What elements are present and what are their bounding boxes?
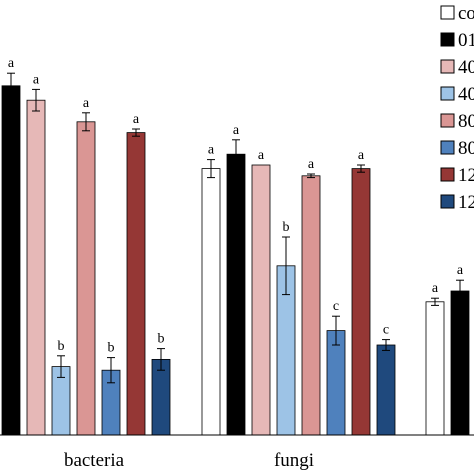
significance-label: a: [432, 281, 439, 296]
legend-swatch: [440, 59, 455, 74]
bar: [425, 301, 445, 436]
bar: [226, 153, 246, 436]
significance-label: a: [83, 96, 90, 111]
bar: [301, 175, 321, 436]
significance-label: a: [358, 148, 365, 163]
bar: [1, 85, 21, 436]
significance-label: c: [333, 299, 339, 314]
bar: [151, 358, 171, 436]
legend-swatch: [440, 167, 455, 182]
legend-label: 01: [458, 30, 474, 51]
bar: [251, 164, 271, 436]
legend-label: 40: [458, 84, 474, 105]
bar: [351, 168, 371, 436]
legend-swatch: [440, 32, 455, 47]
legend: co 01 40 40 80 80 12 12: [440, 3, 474, 213]
legend-label: co: [458, 3, 474, 24]
significance-label: a: [308, 157, 315, 172]
significance-label: a: [457, 263, 464, 278]
bar: [326, 330, 346, 436]
bar: [376, 344, 396, 436]
significance-label: b: [58, 339, 65, 354]
bar: [76, 121, 96, 436]
category-labels: bacteria fungi: [64, 450, 314, 471]
significance-label: a: [258, 148, 265, 163]
legend-swatch: [440, 86, 455, 101]
significance-label: a: [233, 123, 240, 138]
category-label: fungi: [274, 450, 314, 471]
bar: [201, 168, 221, 436]
bar: [126, 132, 146, 436]
legend-label: 80: [458, 138, 474, 159]
significance-label: a: [133, 112, 140, 127]
legend-label: 12: [458, 165, 474, 186]
legend-swatch: [440, 113, 455, 128]
legend-swatch: [440, 140, 455, 155]
bar: [26, 99, 46, 436]
legend-swatch: [440, 194, 455, 209]
legend-label: 12: [458, 192, 474, 213]
significance-label: b: [283, 220, 290, 235]
significance-label: a: [33, 72, 40, 87]
significance-label: c: [383, 323, 389, 338]
legend-label: 80: [458, 111, 474, 132]
significance-label: a: [8, 56, 15, 71]
significance-label: b: [158, 332, 165, 347]
bar: [450, 290, 470, 436]
significance-label: b: [108, 341, 115, 356]
legend-swatch: [440, 5, 455, 20]
category-label: bacteria: [64, 450, 125, 471]
legend-label: 40: [458, 57, 474, 78]
significance-label: a: [208, 143, 215, 158]
bars-layer: a a b a b a b a a a b a c a c a a: [1, 56, 470, 436]
